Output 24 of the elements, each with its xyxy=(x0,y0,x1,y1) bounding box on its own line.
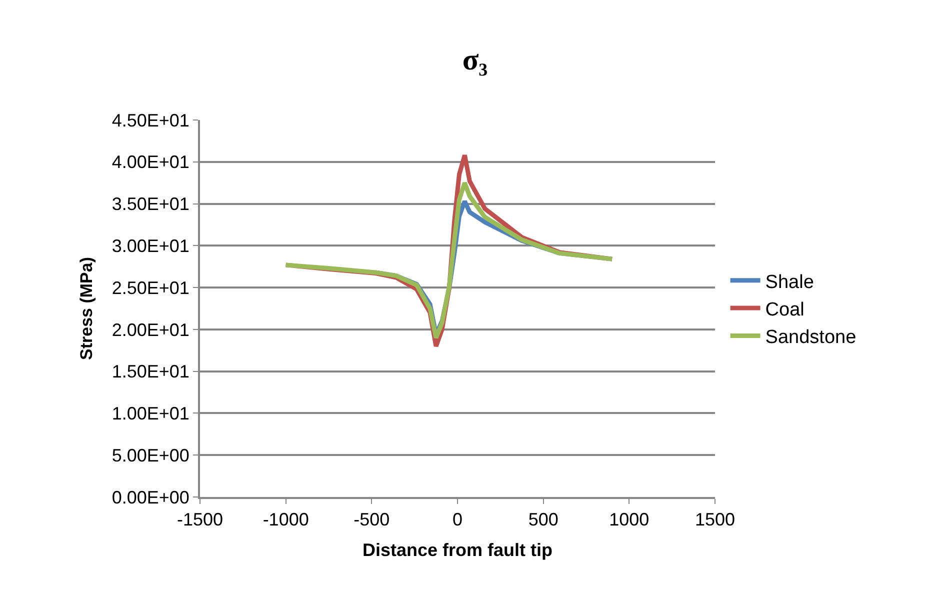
chart-title: σ₃ xyxy=(462,44,488,77)
x-tick-label: 1500 xyxy=(694,510,736,530)
legend-label: Coal xyxy=(765,299,804,320)
x-tick-label: 500 xyxy=(528,510,558,530)
line-series xyxy=(284,180,614,340)
x-tick-label: -1000 xyxy=(262,510,309,530)
y-tick-label: 3.50E+01 xyxy=(112,194,190,214)
y-tick-label: 2.50E+01 xyxy=(112,278,190,298)
y-tick-label: 1.50E+01 xyxy=(112,362,190,382)
x-tick-label: -1500 xyxy=(176,510,224,530)
y-axis-title: Stress (MPa) xyxy=(76,257,96,360)
y-tick-label: 2.00E+01 xyxy=(112,320,190,340)
x-axis-title: Distance from fault tip xyxy=(362,540,553,560)
legend-label: Sandstone xyxy=(765,327,856,348)
y-tick-label: 4.00E+01 xyxy=(112,152,190,172)
x-tick-label: 0 xyxy=(452,510,463,530)
x-tick-label: -500 xyxy=(354,510,390,530)
x-tick-label: 1000 xyxy=(609,510,650,530)
y-tick-label: 1.00E+01 xyxy=(112,404,190,424)
y-tick-label: 3.00E+01 xyxy=(112,236,190,256)
y-tick-label: 5.00E+00 xyxy=(112,445,190,466)
legend-label: Shale xyxy=(765,272,814,293)
y-tick-label: 4.50E+01 xyxy=(112,110,190,130)
y-tick-label: 0.00E+00 xyxy=(112,487,190,508)
